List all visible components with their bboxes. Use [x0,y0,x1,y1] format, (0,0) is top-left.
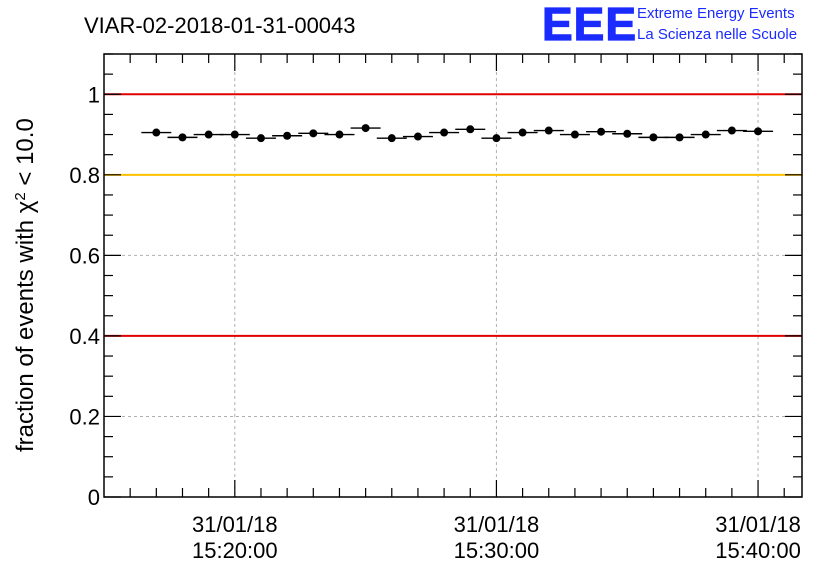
grid [104,54,802,497]
y-axis-label-sup: 2 [12,192,29,200]
y-tick-label-4: 0.8 [69,163,100,188]
data-point-20 [675,133,684,142]
data-point-21 [701,130,710,139]
y-tick-label-1: 0.2 [69,404,100,429]
y-axis-label-main: fraction of events with χ [12,200,39,452]
data-point-19 [649,133,658,142]
data-point-14 [518,128,527,137]
data-point-12 [466,125,475,134]
x-tick-label-time-0: 15:20:00 [192,538,278,563]
data-point-23 [754,127,763,136]
x-axis: 31/01/1815:20:0031/01/1815:30:0031/01/18… [129,54,801,563]
x-tick-label-date-0: 31/01/18 [192,512,278,537]
reference-lines [104,93,802,337]
data-point-2 [204,130,213,139]
eee-logo-mark: EEE [542,0,637,50]
data-point-10 [413,132,422,141]
y-tick-label-3: 0.6 [69,243,100,268]
data-point-13 [492,134,501,143]
data-point-11 [440,128,449,137]
eee-logo-line1: Extreme Energy Events [637,5,795,22]
data-point-6 [309,129,318,138]
data-point-17 [597,127,606,136]
y-axis: 0 0.2 0.4 0.6 0.8 1 [69,53,802,510]
plot-frame [103,53,803,498]
data-point-16 [570,130,579,139]
y-tick-label-2: 0.4 [69,324,100,349]
data-point-3 [230,130,239,139]
data-point-4 [256,134,265,143]
data-point-7 [335,130,344,139]
data-point-22 [727,126,736,135]
data-series [141,124,774,143]
eee-logo-line2: La Scienza nelle Scuole [637,26,797,43]
x-tick-label-date-2: 31/01/18 [715,512,801,537]
y-axis-label: fraction of events with χ2 < 10.0 [12,118,40,452]
y-axis-label-tail: < 10.0 [12,118,39,192]
x-tick-label-time-1: 15:30:00 [454,538,540,563]
data-point-18 [623,129,632,138]
eee-logo: EEE Extreme Energy Events La Scienza nel… [541,0,797,51]
data-point-9 [387,134,396,143]
chart-title: VIAR-02-2018-01-31-00043 [84,13,356,38]
data-point-15 [544,126,553,135]
y-tick-label-5: 1 [88,82,100,107]
data-point-1 [178,133,187,142]
data-point-0 [152,128,161,137]
data-point-5 [283,131,292,140]
y-tick-label-0: 0 [88,485,100,510]
x-tick-label-date-1: 31/01/18 [454,512,540,537]
x-tick-label-time-2: 15:40:00 [715,538,801,563]
data-point-8 [361,124,370,133]
